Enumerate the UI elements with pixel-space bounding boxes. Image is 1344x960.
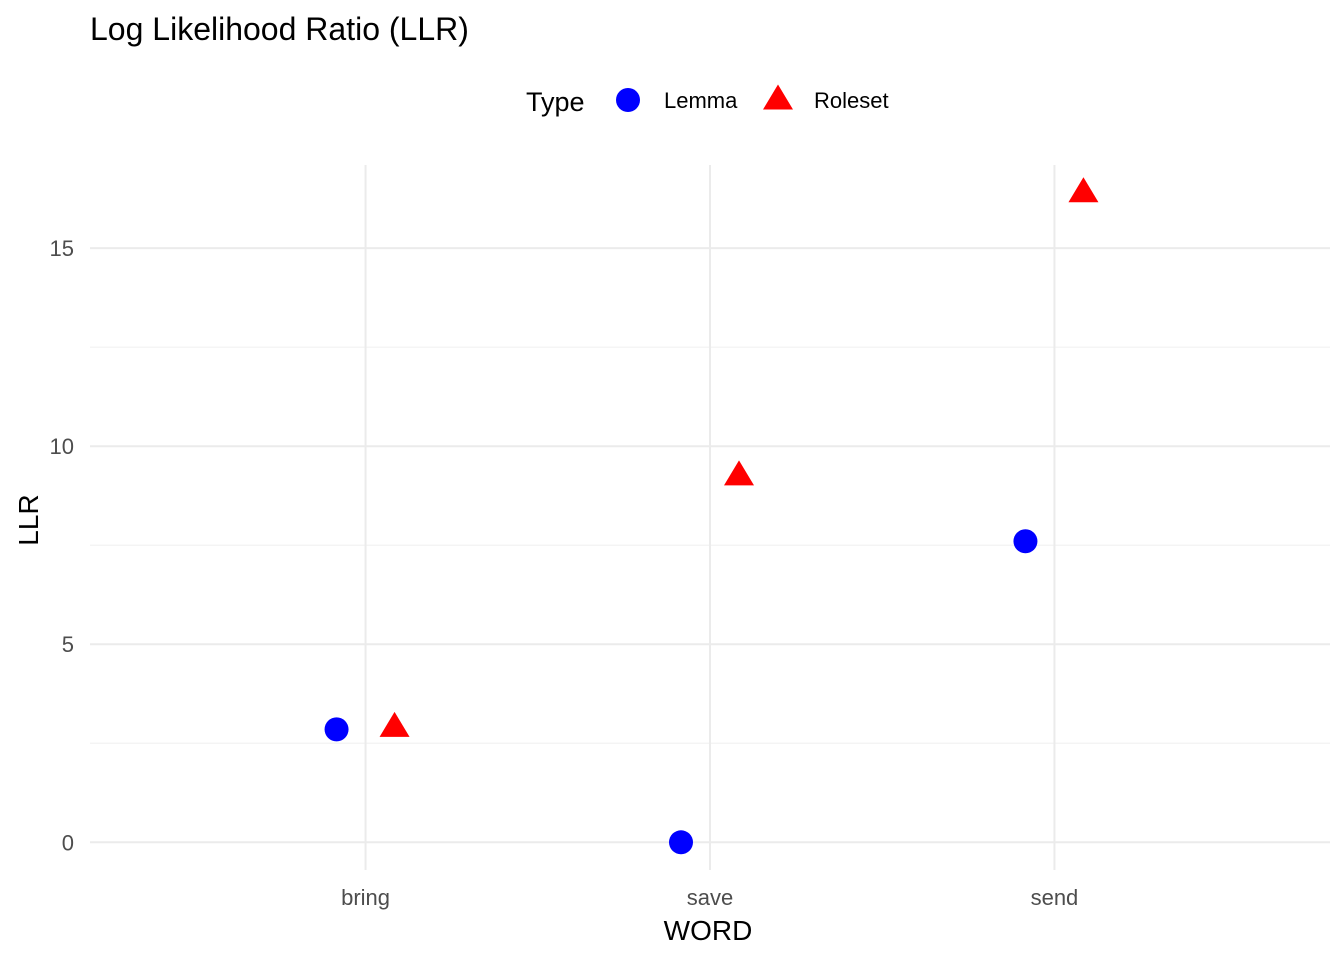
- legend-label: Roleset: [814, 88, 889, 113]
- legend-key-roleset: [763, 84, 793, 110]
- y-axis-title: LLR: [13, 494, 44, 545]
- legend-label: Lemma: [664, 88, 738, 113]
- x-axis-ticks: bring save send: [341, 885, 1078, 910]
- x-tick-label: save: [687, 885, 733, 910]
- legend-title: Type: [526, 87, 585, 117]
- x-tick-label: bring: [341, 885, 390, 910]
- y-tick-label: 15: [50, 236, 74, 261]
- chart-title: Log Likelihood Ratio (LLR): [90, 11, 469, 47]
- data-point-lemma: [1013, 529, 1038, 554]
- y-axis-ticks: 0 5 10 15: [50, 236, 74, 855]
- data-point-roleset: [1068, 177, 1099, 203]
- data-points: [324, 177, 1099, 855]
- gridlines: [90, 165, 1330, 870]
- x-tick-label: send: [1031, 885, 1079, 910]
- data-point-roleset: [379, 711, 410, 737]
- legend-key-lemma: [616, 88, 640, 112]
- data-point-lemma: [324, 717, 349, 742]
- y-tick-label: 0: [62, 830, 74, 855]
- y-tick-label: 10: [50, 434, 74, 459]
- y-tick-label: 5: [62, 632, 74, 657]
- data-point-roleset: [724, 460, 754, 486]
- x-axis-title: WORD: [664, 915, 753, 946]
- data-point-lemma: [669, 830, 693, 855]
- legend: Type Lemma Roleset: [526, 84, 889, 117]
